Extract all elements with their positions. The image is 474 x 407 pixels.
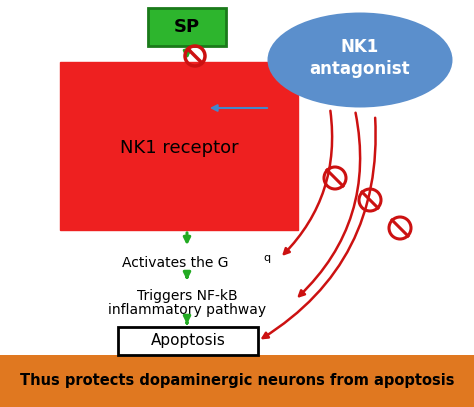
Text: Apoptosis: Apoptosis [151,333,226,348]
Bar [60,62,298,230]
Bar [148,8,226,46]
Text: q: q [264,253,271,263]
Text: SP: SP [174,18,200,36]
Bar [0,355,474,407]
Text: NK1
antagonist: NK1 antagonist [310,38,410,78]
Text: Activates the G: Activates the G [122,256,228,270]
Text: inflammatory pathway: inflammatory pathway [108,303,266,317]
Text: NK1 receptor: NK1 receptor [120,139,238,157]
Text: Triggers NF-kB: Triggers NF-kB [137,289,237,303]
Ellipse shape [267,13,453,107]
Bar [118,327,258,355]
Text: Thus protects dopaminergic neurons from apoptosis: Thus protects dopaminergic neurons from … [20,374,454,389]
